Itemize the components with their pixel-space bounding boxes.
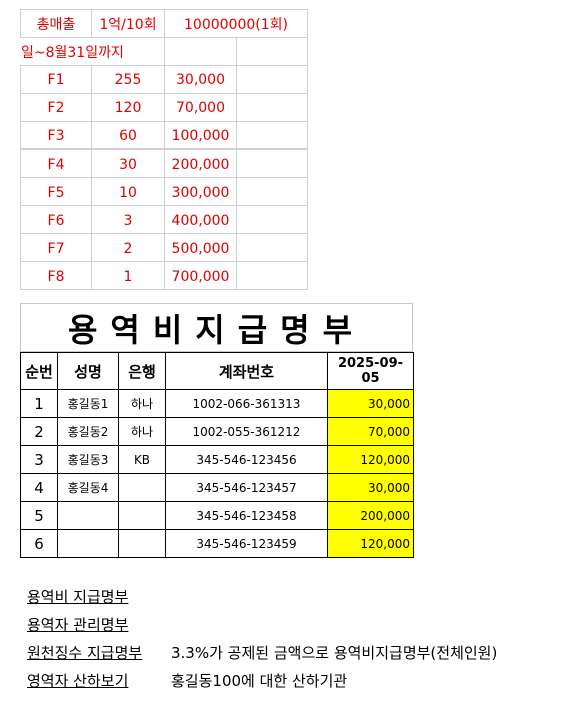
- summary-count: 1억/10회: [99, 16, 157, 33]
- ledger-cell-no: 2: [20, 417, 58, 446]
- ledger-table: 순번 성명 은행 계좌번호 2025-09-05 1 홍길동1 하나 1002-066…: [20, 352, 414, 558]
- tier-amount: 70,000: [176, 99, 225, 116]
- tier-amount: 500,000: [171, 240, 230, 257]
- tier-amount: 300,000: [171, 184, 230, 201]
- ledger-cell-account: 345-546-123456: [165, 445, 328, 474]
- ledger-cell-no: 5: [20, 501, 58, 530]
- link-description: 3.3%가 공제된 금액으로 용역비지급명부(전체인원): [171, 644, 498, 662]
- ledger-cell-name: [57, 529, 119, 558]
- ledger-cell-account: 345-546-123457: [165, 473, 328, 502]
- nav-link[interactable]: 용역자 관리명부: [27, 616, 129, 634]
- ledger-cell-account: 345-546-123458: [165, 501, 328, 530]
- ledger-row: 6 345-546-123459 120,000: [20, 529, 414, 558]
- ledger-cell-name: 홍길동1: [57, 389, 119, 418]
- tier-grade: F8: [47, 268, 65, 285]
- ledger-row: 1 홍길동1 하나 1002-066-361313 30,000: [20, 389, 414, 418]
- tier-grade: F5: [47, 184, 65, 201]
- ledger-header-row: 순번 성명 은행 계좌번호 2025-09-05: [20, 352, 414, 390]
- ledger-row: 3 홍길동3 KB 345-546-123456 120,000: [20, 445, 414, 474]
- tier-grade: F1: [47, 71, 65, 88]
- summary-period: 일~8월31일까지: [21, 44, 124, 61]
- ledger-row: 2 홍길동2 하나 1002-055-361212 70,000: [20, 417, 414, 446]
- ledger-cell-no: 1: [20, 389, 58, 418]
- ledger-cell-bank: [118, 473, 166, 502]
- tier-count: 120: [114, 99, 142, 116]
- ledger-cell-amount: 70,000: [327, 417, 414, 446]
- ledger-cell-amount: 30,000: [327, 473, 414, 502]
- ledger-cell-name: 홍길동2: [57, 417, 119, 446]
- ledger-cell-bank: [118, 501, 166, 530]
- summary-label: 총매출: [36, 16, 76, 33]
- header-date: 2025-09-05: [327, 352, 414, 390]
- header-name: 성명: [57, 352, 119, 390]
- tier-grade: F3: [47, 127, 65, 144]
- ledger-cell-account: 1002-055-361212: [165, 417, 328, 446]
- tier-count: 30: [119, 156, 137, 173]
- ledger-cell-amount: 120,000: [327, 445, 414, 474]
- ledger-cell-account: 1002-066-361313: [165, 389, 328, 418]
- tier-amount: 400,000: [171, 212, 230, 229]
- ledger-cell-name: 홍길동4: [57, 473, 119, 502]
- nav-link[interactable]: 용역비 지급명부: [27, 588, 129, 606]
- ledger-cell-no: 4: [20, 473, 58, 502]
- ledger-cell-bank: 하나: [118, 417, 166, 446]
- tier-grade: F6: [47, 212, 65, 229]
- tier-amount: 30,000: [176, 71, 225, 88]
- ledger-cell-bank: 하나: [118, 389, 166, 418]
- summary-amount: 10000000(1회): [184, 16, 288, 33]
- ledger-cell-no: 6: [20, 529, 58, 558]
- ledger-row: 5 345-546-123458 200,000: [20, 501, 414, 530]
- tier-count: 10: [119, 184, 137, 201]
- tier-amount: 700,000: [171, 268, 230, 285]
- tier-count: 60: [119, 127, 137, 144]
- nav-link[interactable]: 원천징수 지급명부: [27, 644, 143, 662]
- header-bank: 은행: [118, 352, 166, 390]
- tier-count: 255: [114, 71, 142, 88]
- ledger-cell-amount: 120,000: [327, 529, 414, 558]
- ledger-row: 4 홍길동4 345-546-123457 30,000: [20, 473, 414, 502]
- link-description: 홍길동100에 대한 산하기관: [171, 672, 348, 690]
- ledger-cell-bank: [118, 529, 166, 558]
- tier-grade: F4: [47, 156, 65, 173]
- ledger-cell-bank: KB: [118, 445, 166, 474]
- tier-amount: 200,000: [171, 156, 230, 173]
- header-account: 계좌번호: [165, 352, 328, 390]
- header-no: 순번: [20, 352, 58, 390]
- ledger-cell-amount: 30,000: [327, 389, 414, 418]
- ledger-cell-account: 345-546-123459: [165, 529, 328, 558]
- tier-count: 2: [123, 240, 133, 257]
- tier-grade: F7: [47, 240, 65, 257]
- tier-count: 1: [123, 268, 133, 285]
- ledger-cell-amount: 200,000: [327, 501, 414, 530]
- tier-grade: F2: [47, 99, 65, 116]
- tier-amount: 100,000: [171, 127, 230, 144]
- ledger-title: 용역비지급명부: [20, 303, 413, 352]
- ledger-cell-name: [57, 501, 119, 530]
- ledger-cell-name: 홍길동3: [57, 445, 119, 474]
- nav-link[interactable]: 영역자 산하보기: [27, 672, 129, 690]
- ledger-cell-no: 3: [20, 445, 58, 474]
- tier-count: 3: [123, 212, 133, 229]
